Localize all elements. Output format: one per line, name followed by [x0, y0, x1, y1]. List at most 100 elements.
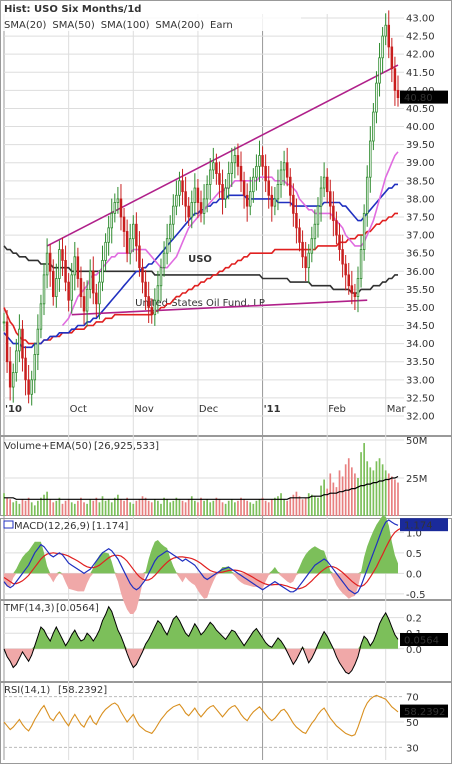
candle-body [5, 321, 9, 363]
candle-body [215, 162, 218, 174]
volume-bar [83, 502, 85, 516]
volume-bar [181, 500, 184, 516]
volume-bar [86, 503, 88, 516]
volume-bar [132, 503, 135, 516]
candle-body [39, 303, 43, 330]
candle-body [301, 241, 304, 258]
candle-body [175, 194, 178, 207]
candle-body [224, 187, 227, 200]
candle-body [162, 252, 166, 269]
watermark-name: United States Oil Fund, LP [135, 298, 265, 309]
volume-bar [61, 503, 64, 516]
candle-body [384, 24, 387, 37]
volume-bar [354, 473, 356, 516]
price-axis-tick: 33.50 [406, 357, 435, 368]
candle-body [230, 162, 234, 174]
volume-bar [52, 502, 55, 516]
volume-bar [18, 503, 21, 516]
candle-body [116, 198, 120, 203]
volume-bar [258, 499, 261, 516]
candle-body [165, 238, 169, 254]
candle-body [144, 281, 147, 297]
volume-bar [338, 470, 341, 516]
price-axis-tick: 42.50 [406, 32, 435, 43]
volume-bar [252, 503, 255, 516]
candle-body [132, 223, 135, 240]
candle-body [255, 165, 258, 178]
legend-entry-1: SMA(50) [52, 20, 94, 31]
volume-bar [310, 494, 313, 516]
candle-body [239, 165, 243, 182]
volume-bar [230, 499, 233, 516]
volume-bar [80, 497, 82, 516]
volume-bar [397, 482, 399, 516]
volume-bar [387, 473, 390, 516]
candle-body [313, 223, 317, 240]
chart-title: Hist: USO Six Months/1d [4, 4, 141, 15]
volume-bar [6, 497, 8, 516]
volume-bar [58, 497, 61, 516]
volume-bar [369, 467, 372, 516]
candle-body [82, 296, 86, 312]
candle-body [141, 267, 144, 283]
candle-body [316, 205, 320, 225]
rsi-title: RSI(14,1) [4, 685, 50, 696]
volume-bar [264, 500, 267, 516]
candle-body [273, 198, 277, 207]
volume-bar [227, 500, 230, 516]
volume-bar [163, 497, 165, 516]
volume-bar [215, 497, 218, 516]
macd-title: MACD(12,26,9) [14, 521, 90, 532]
volume-bar [295, 491, 298, 516]
volume-bar [104, 500, 107, 516]
macd-axis-tick: 0.5 [406, 549, 422, 560]
candle-body [258, 155, 261, 167]
candle-body [42, 274, 46, 305]
candle-body [381, 35, 384, 59]
price-axis-tick: 34.50 [406, 321, 435, 332]
price-axis-tick: 36.00 [406, 267, 435, 278]
legend-entry-3: SMA(200) [155, 20, 204, 31]
volume-bar [141, 496, 144, 516]
volume-bar [350, 467, 353, 516]
macd-last-tag [400, 518, 448, 532]
candle-body [276, 184, 280, 200]
volume-bar [123, 500, 125, 516]
candle-body [221, 184, 224, 200]
volume-value: [26,925,533] [94, 441, 159, 452]
volume-bar [110, 502, 113, 516]
watermark-symbol: USO [188, 254, 212, 265]
rsi-last-tag [400, 704, 448, 718]
candle-body [319, 187, 323, 207]
trendline-1 [71, 299, 368, 316]
price-axis-tick: 34.00 [406, 339, 435, 350]
candle-body [135, 223, 138, 247]
volume-bar [246, 500, 249, 516]
candle-body [15, 350, 18, 373]
candle-body [184, 191, 187, 207]
volume-bar [150, 502, 153, 516]
candle-body [11, 372, 15, 388]
candle-body [249, 191, 252, 207]
volume-axis-tick: 25M [406, 474, 427, 485]
price-axis-tick: 36.50 [406, 249, 435, 260]
volume-bar [203, 500, 205, 516]
candle-body [128, 238, 132, 254]
volume-bar [341, 476, 344, 516]
volume-bar [286, 500, 289, 516]
candle-body [282, 162, 286, 171]
volume-bar [67, 499, 70, 516]
rsi-axis-tick: 70 [406, 693, 419, 704]
macd-legend-swatch [3, 520, 14, 529]
candle-body [52, 270, 55, 298]
candle-body [285, 162, 289, 178]
last-price-value: 40.80 [404, 93, 433, 104]
candle-body [261, 155, 264, 167]
candle-body [168, 223, 172, 240]
volume-bar [384, 470, 387, 516]
price-axis-tick: 38.00 [406, 194, 435, 205]
legend-entry-4: Earn [210, 20, 233, 31]
candle-body [181, 180, 184, 193]
candle-body [242, 180, 246, 196]
macd-line [3, 519, 399, 595]
